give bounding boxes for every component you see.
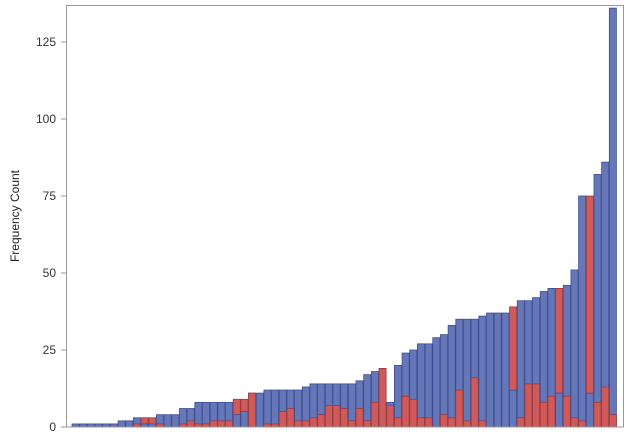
bar-blue bbox=[432, 337, 441, 428]
bar-blue bbox=[585, 392, 594, 428]
bar-red bbox=[370, 401, 379, 428]
bar-red bbox=[601, 386, 610, 428]
bar-red bbox=[309, 417, 318, 428]
bar-red bbox=[524, 383, 533, 428]
bar-red bbox=[455, 389, 464, 428]
bar-red bbox=[217, 420, 226, 428]
bar-blue bbox=[194, 401, 203, 428]
bar-red bbox=[409, 398, 418, 428]
y-axis-title: Frequency Count bbox=[8, 169, 22, 262]
y-tick-label: 0 bbox=[49, 420, 56, 434]
bar-blue bbox=[463, 318, 471, 428]
bar-blue bbox=[578, 195, 587, 428]
bar-red bbox=[332, 405, 341, 428]
bar-red bbox=[585, 195, 594, 428]
bar-blue bbox=[202, 401, 210, 428]
bar-blue bbox=[608, 7, 617, 428]
bar-red bbox=[393, 417, 402, 428]
bar-red bbox=[225, 420, 234, 428]
bar-red bbox=[401, 395, 410, 428]
bar-red bbox=[593, 401, 602, 428]
bar-red bbox=[516, 417, 525, 428]
bar-red bbox=[570, 417, 579, 428]
y-tick-label: 100 bbox=[36, 112, 56, 126]
bar-red bbox=[324, 405, 333, 428]
bar-blue bbox=[255, 392, 264, 428]
bar-blue bbox=[125, 420, 134, 428]
bar-red bbox=[355, 408, 364, 428]
bar-red bbox=[608, 414, 617, 428]
bar-red bbox=[347, 420, 356, 428]
y-tick-label: 50 bbox=[43, 266, 57, 280]
bar-blue bbox=[117, 420, 126, 428]
bar-blue bbox=[555, 392, 564, 428]
bar-red bbox=[440, 414, 448, 428]
bar-red bbox=[539, 401, 548, 428]
y-axis: 0 25 50 75 100 125 bbox=[36, 35, 66, 434]
bar-blue bbox=[593, 174, 602, 428]
bar-blue bbox=[447, 324, 456, 428]
bar-red bbox=[578, 420, 587, 428]
bar-red bbox=[301, 420, 310, 428]
bar-blue bbox=[263, 389, 272, 428]
bars-group bbox=[71, 7, 617, 428]
bar-blue bbox=[493, 312, 502, 428]
bar-blue bbox=[570, 269, 579, 428]
bar-red bbox=[294, 420, 303, 428]
bar-red bbox=[470, 377, 479, 428]
bar-blue bbox=[271, 389, 280, 428]
y-tick-label: 75 bbox=[43, 189, 57, 203]
bar-red bbox=[417, 417, 425, 428]
bar-red bbox=[248, 392, 257, 428]
y-tick-label: 125 bbox=[36, 35, 56, 49]
bar-blue bbox=[232, 414, 241, 428]
bar-red bbox=[424, 417, 433, 428]
bar-red bbox=[386, 405, 395, 428]
bar-red bbox=[363, 420, 372, 428]
bar-blue bbox=[417, 343, 425, 428]
bar-blue bbox=[424, 343, 433, 428]
bar-blue bbox=[440, 334, 448, 428]
bar-red bbox=[447, 417, 456, 428]
bar-blue bbox=[509, 389, 518, 428]
bar-red bbox=[547, 395, 556, 428]
bar-blue bbox=[516, 300, 525, 428]
bar-red bbox=[463, 420, 471, 428]
bar-blue bbox=[478, 315, 487, 428]
bar-blue bbox=[501, 312, 510, 428]
bar-red bbox=[209, 420, 218, 428]
bar-red bbox=[278, 411, 287, 428]
bar-blue bbox=[163, 414, 172, 428]
bar-red bbox=[186, 420, 195, 428]
plot-frame bbox=[66, 5, 624, 428]
bar-blue bbox=[363, 374, 372, 428]
y-tick-label: 25 bbox=[43, 343, 57, 357]
bar-red bbox=[478, 420, 487, 428]
bar-blue bbox=[240, 411, 249, 428]
bar-blue bbox=[171, 414, 180, 428]
bar-red bbox=[340, 408, 349, 428]
bar-red bbox=[532, 383, 541, 428]
bar-red bbox=[562, 395, 571, 428]
bar-red bbox=[378, 368, 387, 428]
bar-red bbox=[317, 414, 326, 428]
bar-blue bbox=[486, 312, 494, 428]
bar-red bbox=[286, 408, 295, 428]
